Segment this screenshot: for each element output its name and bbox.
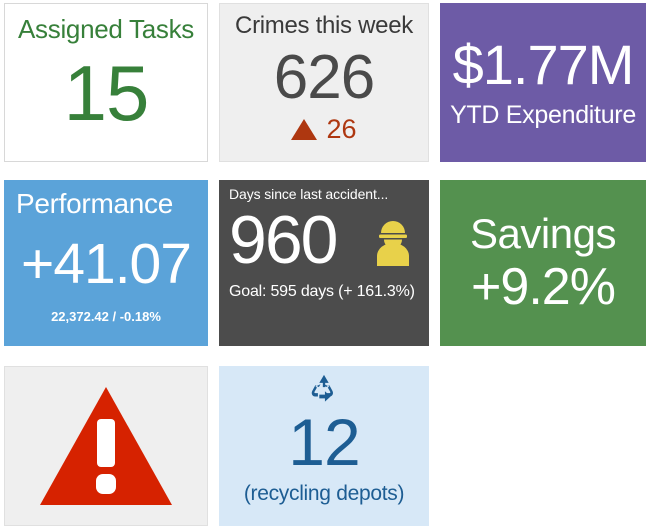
tile-value: 12 (288, 405, 360, 479)
tile-title: Crimes this week (235, 12, 413, 39)
triangle-up-icon (291, 119, 318, 140)
tile-value: 15 (63, 49, 150, 137)
tile-title: Days since last accident... (229, 186, 389, 202)
tile-warning-alert[interactable] (4, 366, 208, 526)
tile-subtitle: YTD Expenditure (450, 101, 636, 129)
tile-value: $1.77M (452, 33, 635, 96)
tile-title: Savings (470, 210, 616, 257)
warning-triangle-icon (40, 387, 172, 505)
tile-recycling-depots[interactable]: 12 (recycling depots) (219, 366, 429, 526)
tile-value: +41.07 (21, 232, 192, 296)
tile-subtitle: Goal: 595 days (+ 161.3%) (229, 283, 415, 301)
tile-subtitle: (recycling depots) (243, 482, 405, 505)
tile-value: 960 (229, 202, 338, 278)
tile-assigned-tasks[interactable]: Assigned Tasks 15 (4, 3, 208, 162)
tile-savings[interactable]: Savings +9.2% (440, 180, 646, 346)
tile-delta: 26 (291, 114, 357, 144)
recycling-icon (311, 374, 333, 402)
tile-value-row: 960 (229, 202, 419, 278)
tile-title: Performance (16, 188, 173, 219)
tile-value: +9.2% (471, 258, 616, 316)
tile-value: 626 (273, 43, 375, 112)
tile-subtitle: 22,372.42 / -0.18% (51, 309, 161, 324)
tile-performance[interactable]: Performance +41.07 22,372.42 / -0.18% (4, 180, 208, 346)
tile-title: Assigned Tasks (18, 14, 194, 44)
tile-crimes-this-week[interactable]: Crimes this week 626 26 (219, 3, 429, 162)
construction-worker-icon (377, 220, 409, 266)
tile-ytd-expenditure[interactable]: $1.77M YTD Expenditure (440, 3, 646, 162)
tile-delta-value: 26 (326, 114, 357, 144)
tile-days-since-last-accident[interactable]: Days since last accident... 960 Goal: 59… (219, 180, 429, 346)
